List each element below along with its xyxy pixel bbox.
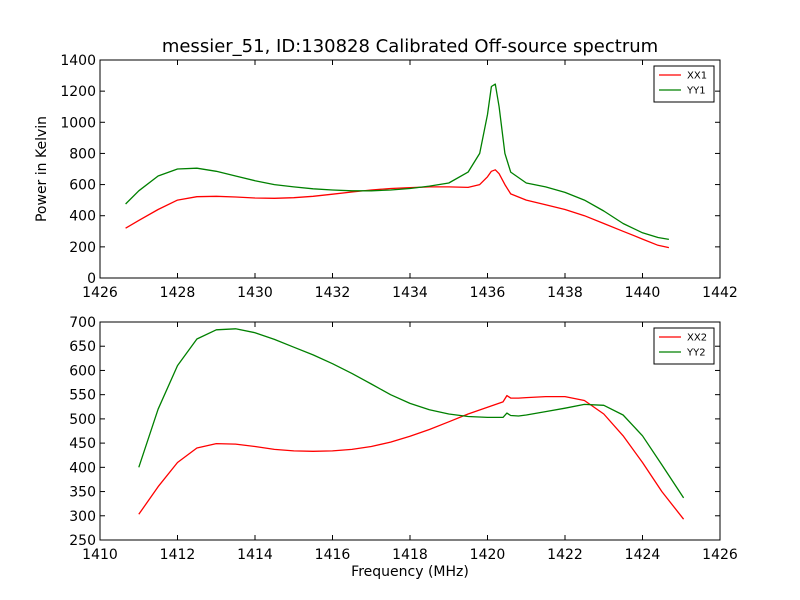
- x-tick-label: 1428: [160, 285, 196, 301]
- series-line-yy1: [125, 83, 670, 241]
- y-tick-label: 600: [69, 178, 96, 194]
- y-tick-label: 250: [69, 533, 96, 549]
- y-tick-label: 0: [87, 271, 96, 287]
- x-tick-label: 1410: [82, 547, 118, 563]
- x-tick-label: 1434: [392, 285, 428, 301]
- y-tick-label: 300: [69, 509, 96, 525]
- y-tick-label: 550: [69, 388, 96, 404]
- legend-box: [653, 65, 715, 103]
- top-panel: 1426 1428 1430 1432 1434 1436 1438 1440 1442 0 200…: [34, 53, 738, 301]
- legend-label-xx1: XX1: [687, 71, 707, 82]
- series-line-xx1: [125, 169, 670, 249]
- figure-title: messier_51, ID:130828 Calibrated Off-sou…: [162, 36, 658, 57]
- axes-frame: [99, 321, 721, 541]
- legend-box: [653, 327, 715, 365]
- y-tick-label: 1000: [60, 115, 96, 131]
- x-tick-label: 1424: [625, 547, 661, 563]
- bottom-panel: 1410 1412 1414 1416 1418 1420 1422 1424 1426 250 3…: [69, 315, 738, 580]
- y-tick-label: 200: [69, 240, 96, 256]
- y-tick-label: 800: [69, 146, 96, 162]
- series-line-yy2: [138, 328, 685, 499]
- x-tick-label: 1418: [392, 547, 428, 563]
- x-tick-label: 1442: [702, 285, 738, 301]
- x-tick-label: 1412: [160, 547, 196, 563]
- y-axis-label: Power in Kelvin: [34, 116, 50, 222]
- x-tick-label: 1422: [547, 547, 583, 563]
- x-tick-label: 1430: [237, 285, 273, 301]
- y-tick-label: 1200: [60, 84, 96, 100]
- legend-label-yy2: YY2: [686, 348, 706, 359]
- x-tick-label: 1426: [702, 547, 738, 563]
- x-tick-label: 1432: [315, 285, 351, 301]
- x-axis-label: Frequency (MHz): [351, 564, 469, 580]
- x-tick-label: 1436: [470, 285, 506, 301]
- legend-label-xx2: XX2: [687, 333, 707, 344]
- y-tick-label: 700: [69, 315, 96, 331]
- x-tick-label: 1416: [315, 547, 351, 563]
- x-tick-label: 1440: [625, 285, 661, 301]
- y-tick-label: 450: [69, 436, 96, 452]
- y-tick-label: 600: [69, 363, 96, 379]
- y-tick-label: 400: [69, 209, 96, 225]
- y-tick-label: 500: [69, 412, 96, 428]
- legend-label-yy1: YY1: [686, 86, 706, 97]
- y-tick-label: 1400: [60, 53, 96, 69]
- series-line-xx2: [138, 394, 685, 520]
- x-tick-label: 1438: [547, 285, 583, 301]
- x-tick-label: 1426: [82, 285, 118, 301]
- y-tick-label: 400: [69, 460, 96, 476]
- y-tick-label: 350: [69, 485, 96, 501]
- y-tick-label: 650: [69, 339, 96, 355]
- x-tick-label: 1414: [237, 547, 273, 563]
- x-tick-label: 1420: [470, 547, 506, 563]
